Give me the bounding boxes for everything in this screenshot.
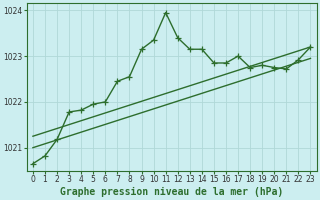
X-axis label: Graphe pression niveau de la mer (hPa): Graphe pression niveau de la mer (hPa) bbox=[60, 186, 283, 197]
